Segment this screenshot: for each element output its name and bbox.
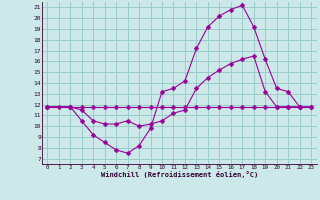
X-axis label: Windchill (Refroidissement éolien,°C): Windchill (Refroidissement éolien,°C): [100, 171, 258, 178]
